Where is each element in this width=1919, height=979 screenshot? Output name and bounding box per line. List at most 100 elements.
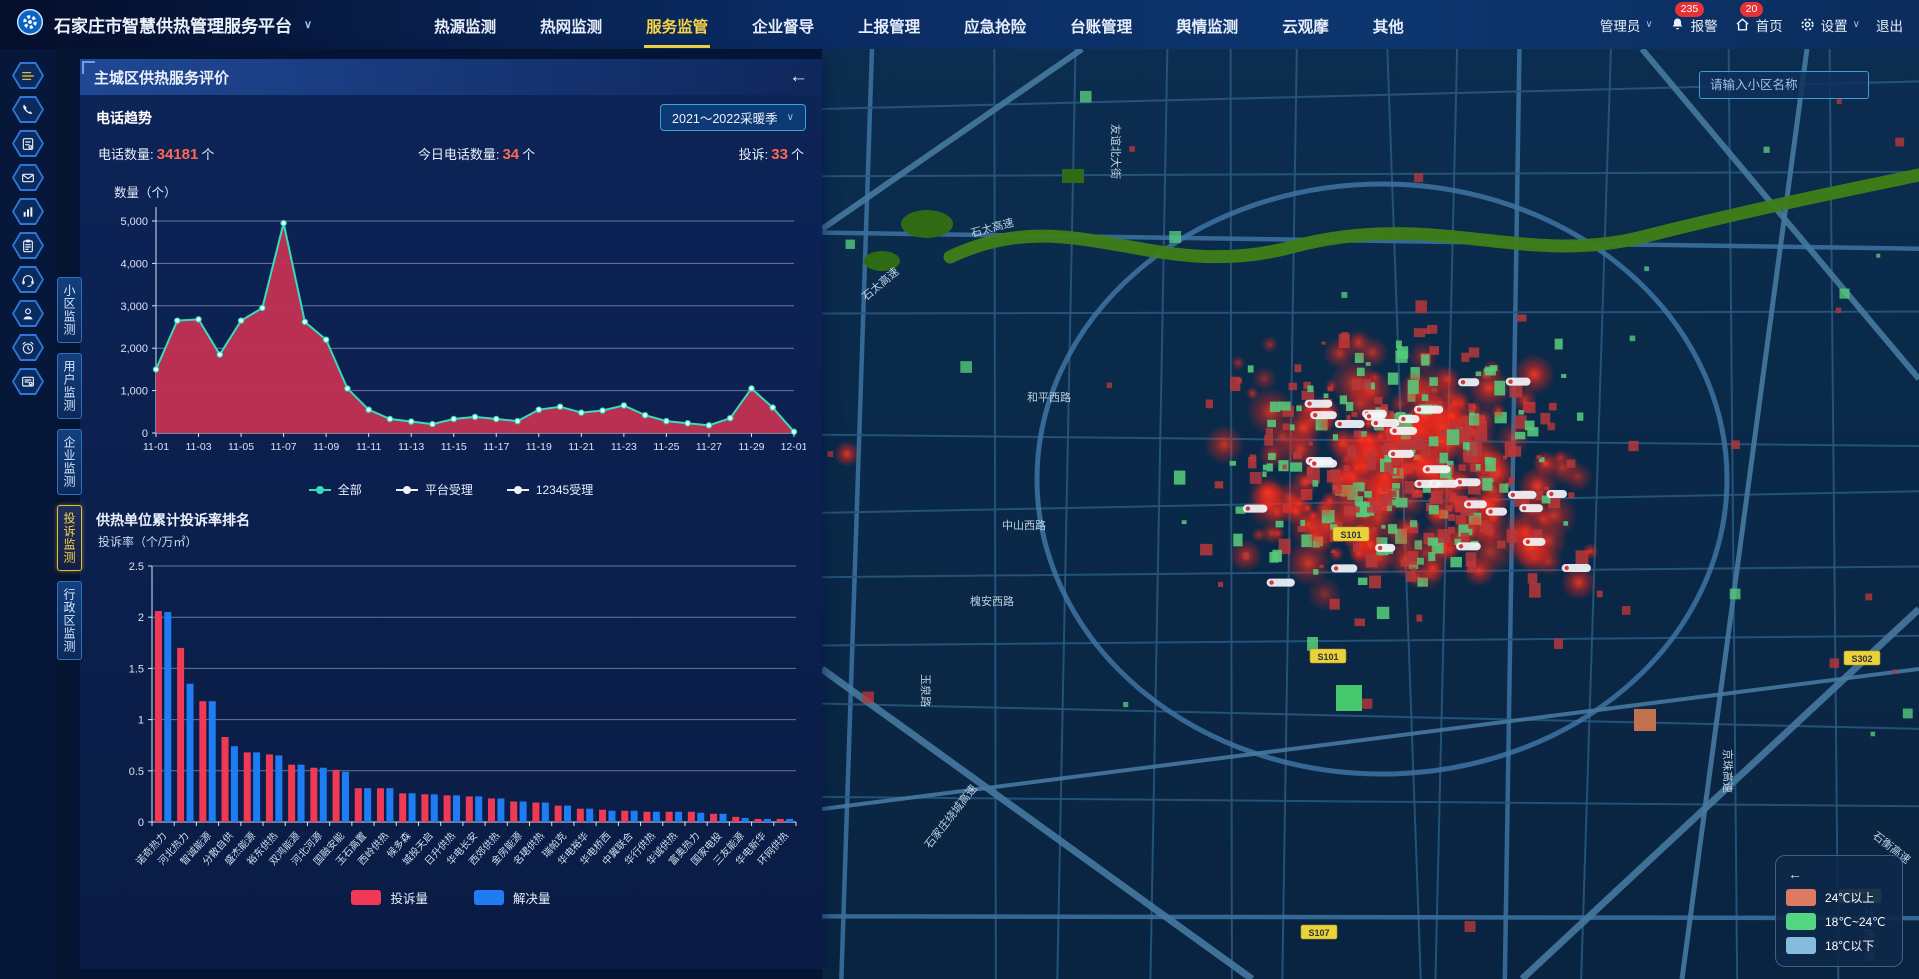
gear-icon: [1801, 18, 1814, 31]
phone-stats-row: 电话数量: 34181 个今日电话数量: 34 个投诉: 33 个: [98, 144, 804, 163]
monitor-tab-1[interactable]: 用户监测: [57, 353, 82, 419]
nav-tab[interactable]: 云观摩: [1282, 18, 1329, 36]
road-label: 槐安西路: [970, 594, 1014, 608]
sidebar-icon-messages[interactable]: [12, 164, 44, 191]
svg-text:11-19: 11-19: [526, 441, 552, 453]
legend-swatch: [351, 890, 382, 905]
season-value: 2021～2022采暖季: [672, 112, 778, 126]
sidebar-icon-report[interactable]: [12, 130, 44, 157]
sidebar-icon-clipboard[interactable]: [12, 232, 44, 259]
phone-stat-2: 投诉: 33 个: [739, 144, 804, 163]
svg-text:11-27: 11-27: [696, 441, 722, 453]
svg-text:数量（个）: 数量（个）: [114, 185, 177, 200]
rank-chart-title: 供热单位累计投诉率排名: [96, 512, 250, 528]
sidebar-icon-alarm-clock[interactable]: [12, 334, 44, 361]
svg-text:12-01: 12-01: [781, 441, 806, 453]
svg-text:4,000: 4,000: [120, 258, 148, 270]
settings-menu[interactable]: 设置 ∨: [1799, 15, 1860, 35]
svg-text:11-05: 11-05: [228, 441, 254, 453]
stat-label: 投诉:: [738, 147, 769, 162]
sidebar-icon-certificate[interactable]: [12, 368, 44, 395]
rank-legend-item-1[interactable]: 解决量: [474, 888, 551, 907]
svg-text:0: 0: [142, 428, 148, 440]
sidebar-icon-customer-service[interactable]: [12, 266, 44, 293]
svg-text:S107: S107: [1308, 928, 1329, 938]
nav-tab[interactable]: 上报管理: [858, 18, 921, 36]
logout-button[interactable]: 退出: [1876, 15, 1903, 35]
rank-legend-item-0[interactable]: 投诉量: [351, 888, 428, 907]
svg-text:S101: S101: [1317, 652, 1338, 662]
svg-text:11-01: 11-01: [143, 441, 169, 453]
settings-label: 设置: [1820, 18, 1848, 34]
stat-unit: 个: [201, 147, 215, 162]
monitor-tab-3[interactable]: 投诉监测: [57, 505, 82, 571]
temp-label: 18℃以下: [1825, 939, 1875, 953]
svg-text:5,000: 5,000: [120, 216, 148, 228]
app-title: 石家庄市智慧供热管理服务平台: [54, 17, 292, 36]
certificate-icon: [14, 370, 42, 393]
sidebar-icon-user[interactable]: [12, 300, 44, 327]
rank-chart-legend: 投诉量 解决量: [96, 888, 806, 907]
monitor-tab-2[interactable]: 企业监测: [57, 429, 82, 495]
nav-tab[interactable]: 其他: [1372, 18, 1404, 36]
nav-tab[interactable]: 热网监测: [540, 18, 603, 36]
nav-tab[interactable]: 舆情监测: [1176, 18, 1239, 36]
legend-label: 解决量: [513, 892, 551, 906]
temp-label: 18℃~24℃: [1825, 914, 1886, 929]
svg-text:1,000: 1,000: [120, 386, 148, 398]
alarm-button[interactable]: 235 报警: [1669, 1, 1718, 35]
svg-text:S302: S302: [1851, 654, 1872, 664]
legend-line-dot-icon: [506, 485, 529, 494]
home-badge: 20: [1739, 1, 1764, 17]
stat-unit: 个: [790, 147, 804, 162]
brand[interactable]: 石家庄市智慧供热管理服务平台 ∨: [16, 8, 312, 41]
city-map[interactable]: 石太高速石太高速友谊北大街和平西路中山西路槐安西路玉泉路石家庄绕城高速京珠高速太…: [822, 49, 1919, 979]
sidebar-icon-bar-chart[interactable]: [12, 198, 44, 225]
panel-collapse-arrow-icon[interactable]: ←: [789, 66, 808, 87]
monitor-tab-0[interactable]: 小区监测: [57, 277, 82, 343]
settings-caret-icon: ∨: [1852, 19, 1860, 30]
nav-tab[interactable]: 热源监测: [434, 18, 497, 36]
nav-tab[interactable]: 企业督导: [752, 18, 815, 36]
map-temperature-legend: ← 24℃以上 18℃~24℃ 18℃以下: [1775, 855, 1903, 967]
season-select[interactable]: 2021～2022采暖季 ∨: [660, 104, 806, 131]
nav-tab[interactable]: 服务监管: [644, 2, 711, 48]
legend-items: 24℃以上 18℃~24℃ 18℃以下: [1786, 889, 1892, 954]
report-icon: [14, 132, 42, 155]
temp-swatch: [1786, 913, 1816, 930]
home-button[interactable]: 20 首页: [1734, 1, 1783, 35]
svg-text:3,000: 3,000: [120, 301, 148, 313]
sidebar-icon-menu-list[interactable]: [12, 62, 44, 89]
stat-value: 34181: [156, 146, 199, 163]
map-canvas[interactable]: 石太高速石太高速友谊北大街和平西路中山西路槐安西路玉泉路石家庄绕城高速京珠高速太…: [822, 49, 1919, 979]
temp-swatch: [1786, 889, 1816, 906]
temp-legend-item-0: 24℃以上: [1786, 889, 1892, 906]
season-caret-icon: ∨: [786, 112, 794, 123]
complaint-rank-chart: 0 0.5 1 1.5 2 2.5 诺奇热力 河北热力 智诚能源 分散自供 盛杰能源 裕东供热 双鸿能源…: [96, 550, 806, 922]
nav-tab[interactable]: 应急抢险: [964, 18, 1027, 36]
sidebar-icon-phone[interactable]: [12, 96, 44, 123]
svg-text:11-09: 11-09: [313, 441, 339, 453]
trend-legend-item-2[interactable]: 12345受理: [506, 481, 593, 498]
svg-text:2.5: 2.5: [129, 561, 144, 573]
legend-line-dot-icon: [308, 485, 331, 494]
trend-legend-item-0[interactable]: 全部: [308, 481, 362, 498]
temp-label: 24℃以上: [1825, 891, 1875, 905]
monitor-tab-4[interactable]: 行政区监测: [57, 581, 82, 660]
admin-menu[interactable]: 管理员 ∨: [1600, 15, 1653, 35]
trend-legend-item-1[interactable]: 平台受理: [395, 481, 473, 498]
svg-text:11-11: 11-11: [356, 441, 381, 453]
community-search-input[interactable]: [1699, 71, 1869, 99]
svg-text:1.5: 1.5: [129, 663, 144, 675]
route-shield: S302: [1843, 650, 1881, 666]
stat-value: 33: [771, 146, 788, 163]
nav-tab[interactable]: 台账管理: [1070, 18, 1133, 36]
messages-icon: [14, 166, 42, 189]
stat-value: 34: [502, 146, 520, 163]
monitor-tab-strip: 小区监测用户监测企业监测投诉监测行政区监测: [57, 277, 82, 660]
user-icon: [14, 302, 42, 325]
phone-trend-title: 电话趋势: [96, 109, 152, 126]
legend-collapse-arrow-icon[interactable]: ←: [1788, 866, 1802, 882]
home-label: 首页: [1755, 18, 1783, 34]
